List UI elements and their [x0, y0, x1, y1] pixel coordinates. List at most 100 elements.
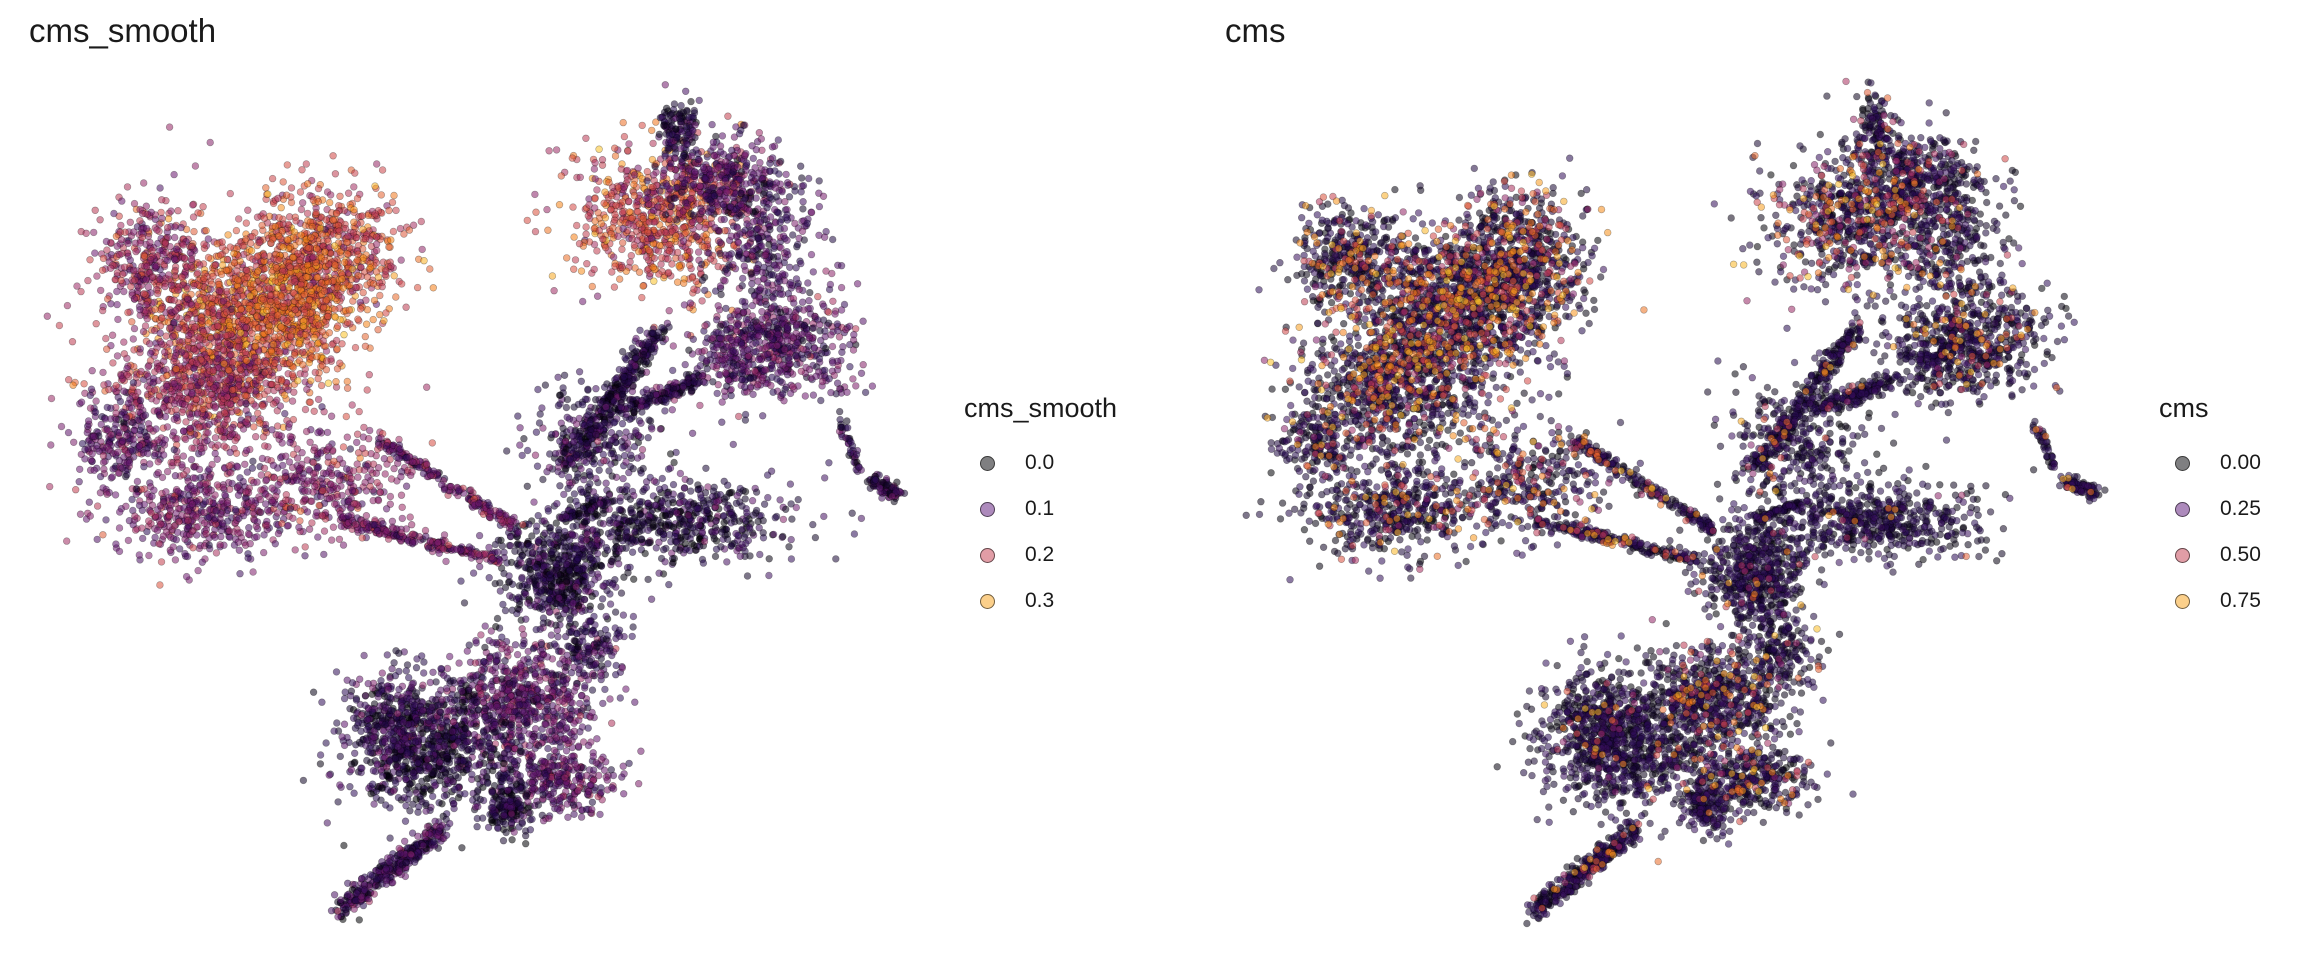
- cell-point: [199, 328, 208, 336]
- cell-point: [211, 515, 219, 523]
- cell-point: [183, 552, 192, 561]
- cell-point: [226, 243, 234, 251]
- cell-point: [149, 379, 157, 387]
- cell-point: [310, 443, 319, 452]
- cell-point: [88, 450, 96, 458]
- cell-point: [87, 385, 96, 393]
- cell-point: [151, 533, 159, 542]
- cell-point: [523, 216, 531, 225]
- cell-point: [136, 306, 144, 314]
- cell-point: [118, 437, 127, 445]
- cell-point: [550, 287, 558, 295]
- cell-point: [254, 333, 262, 341]
- cell-point: [214, 322, 222, 330]
- cell-point: [300, 290, 309, 299]
- cell-point: [246, 239, 255, 247]
- cell-point: [325, 329, 333, 337]
- cell-point: [601, 243, 610, 252]
- cell-point: [611, 152, 620, 160]
- cell-point: [398, 514, 406, 523]
- cell-point: [131, 276, 139, 284]
- cell-point: [392, 293, 400, 301]
- cell-point: [362, 487, 371, 495]
- cell-point: [102, 237, 111, 246]
- cell-point: [171, 352, 180, 360]
- cell-point: [429, 284, 437, 292]
- cell-point: [332, 378, 340, 386]
- cell-point: [353, 430, 362, 438]
- cell-point: [88, 367, 96, 375]
- cell-point: [116, 397, 125, 406]
- cell-point: [201, 497, 210, 506]
- cell-point: [244, 206, 252, 214]
- cell-point: [111, 491, 120, 499]
- cell-point: [311, 482, 319, 490]
- cell-point: [260, 464, 269, 472]
- cell-point: [154, 469, 163, 477]
- cell-point: [250, 423, 258, 431]
- cell-point: [335, 535, 344, 543]
- cell-point: [63, 301, 72, 310]
- cell-point: [117, 221, 125, 230]
- cell-point: [208, 294, 217, 302]
- cell-point: [282, 496, 290, 504]
- cell-point: [91, 408, 100, 416]
- cell-point: [239, 315, 247, 324]
- cell-point: [230, 249, 238, 258]
- cell-point: [376, 310, 384, 319]
- cell-point: [615, 275, 624, 283]
- cell-point: [595, 145, 603, 153]
- cell-point: [181, 254, 189, 262]
- cell-point: [374, 496, 383, 505]
- cell-point: [214, 441, 222, 449]
- cell-point: [363, 273, 372, 281]
- cell-point: [649, 263, 657, 271]
- cell-point: [246, 386, 255, 394]
- cell-point: [91, 206, 99, 215]
- cell-point: [324, 453, 332, 461]
- cell-point: [314, 395, 323, 404]
- cell-point: [724, 112, 732, 120]
- cell-point: [402, 482, 411, 490]
- cell-point: [576, 173, 584, 182]
- cell-point: [278, 376, 286, 385]
- cell-point: [361, 235, 370, 243]
- cell-point: [103, 403, 112, 412]
- cell-point: [158, 214, 166, 223]
- cell-point: [304, 180, 312, 188]
- cell-point: [352, 283, 360, 292]
- cell-point: [347, 474, 356, 483]
- cell-point: [173, 414, 181, 422]
- cell-point: [267, 347, 276, 355]
- cell-point: [223, 415, 232, 424]
- cell-point: [108, 331, 117, 339]
- cell-point: [273, 264, 281, 272]
- cell-point: [287, 332, 295, 340]
- cell-point: [86, 512, 95, 520]
- cell-point: [191, 162, 200, 170]
- cell-point: [246, 292, 254, 300]
- cell-point: [318, 403, 326, 411]
- cell-point: [647, 126, 656, 135]
- cell-point: [262, 424, 270, 432]
- cell-point: [685, 261, 694, 269]
- cell-point: [601, 214, 610, 222]
- cell-point: [548, 272, 557, 280]
- cell-point: [196, 261, 204, 269]
- cell-point: [619, 225, 627, 233]
- cell-point: [185, 410, 194, 418]
- cell-point: [420, 257, 428, 265]
- cell-point: [623, 166, 631, 175]
- cell-point: [254, 267, 262, 275]
- cell-point: [126, 218, 135, 227]
- cell-point: [369, 315, 377, 324]
- cell-point: [703, 236, 712, 245]
- cell-point: [249, 457, 257, 465]
- cell-point: [208, 375, 217, 383]
- cell-point: [116, 251, 124, 259]
- cell-point: [361, 342, 370, 350]
- cell-point: [268, 496, 276, 505]
- cell-point: [248, 464, 257, 472]
- cell-point: [568, 154, 576, 162]
- cell-point: [267, 239, 275, 247]
